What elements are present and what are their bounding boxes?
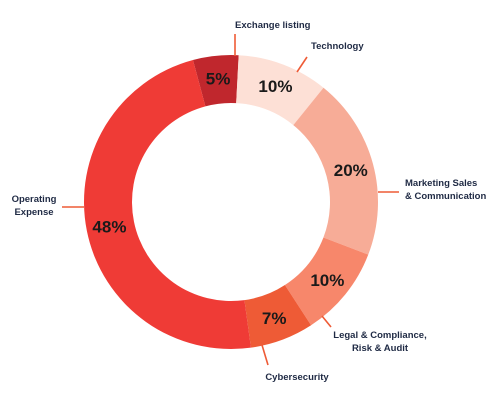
slice-percent-label: 48% [92, 218, 126, 237]
donut-slice [284, 237, 369, 326]
slice-percent-label: 7% [262, 309, 287, 328]
leader-line [296, 56, 308, 73]
slice-category-label: Exchange listing [235, 20, 311, 31]
donut-slice [192, 55, 239, 107]
leader-line [261, 344, 269, 366]
slice-category-label: Technology [311, 41, 364, 52]
slice-percent-label: 10% [258, 77, 292, 96]
donut-slice [244, 285, 312, 348]
slice-percent-label: 10% [310, 271, 344, 290]
slice-percent-label: 5% [206, 70, 231, 89]
donut-slice [236, 55, 324, 126]
slice-category-label: Operating Expense [12, 194, 57, 218]
donut-slice [84, 60, 251, 349]
slice-category-label: Legal & Compliance, Risk & Audit [333, 330, 426, 354]
leader-line [321, 315, 332, 328]
slice-percent-label: 20% [334, 161, 368, 180]
slice-category-label: Cybersecurity [265, 372, 329, 383]
slice-category-label: Marketing Sales & Communication [405, 178, 486, 202]
donut-slice [293, 87, 378, 255]
